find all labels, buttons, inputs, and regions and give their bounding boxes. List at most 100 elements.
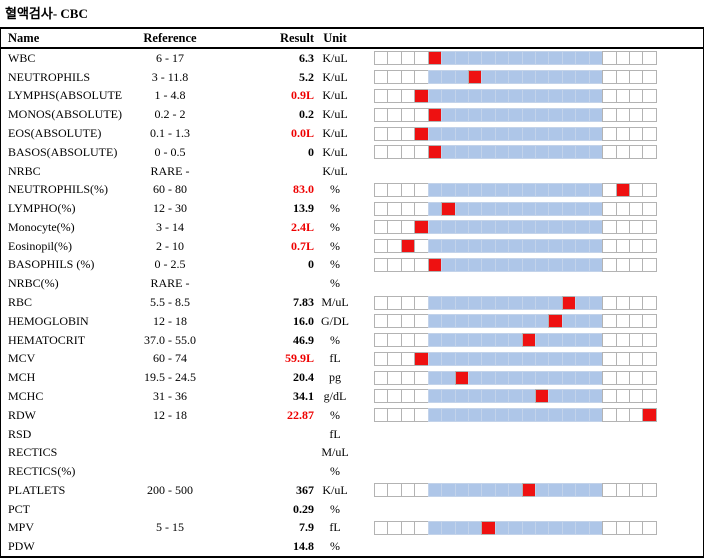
range-cell-normal	[548, 257, 563, 272]
range-cell-normal	[548, 88, 563, 103]
range-cell-normal	[508, 70, 523, 85]
range-cell-out	[602, 51, 617, 66]
reference-cell: 0 - 0.5	[154, 144, 186, 159]
range-cell-out	[387, 370, 402, 385]
test-name-cell: Monocyte(%)	[8, 219, 75, 234]
unit-cell: K/uL	[322, 482, 348, 497]
range-cell-out	[387, 239, 402, 254]
range-cell-normal	[494, 70, 510, 85]
range-cell-normal	[481, 483, 496, 498]
unit-cell: %	[330, 332, 340, 347]
range-cell-out	[615, 70, 631, 85]
unit-cell: K/uL	[322, 69, 348, 84]
range-cell-out	[629, 201, 644, 216]
range-cell-normal	[588, 201, 604, 216]
range-cell-normal	[467, 408, 483, 423]
range-cell-out	[387, 295, 402, 310]
range-cell-normal	[494, 239, 510, 254]
range-cell-normal	[561, 370, 577, 385]
range-cell-out	[414, 314, 429, 329]
range-cell-normal	[521, 314, 537, 329]
range-cell-normal	[535, 51, 550, 66]
range-cell-normal	[508, 182, 523, 197]
result-marker-cell	[521, 333, 537, 348]
range-cell-out	[642, 88, 657, 103]
range-cell-out	[629, 88, 644, 103]
range-cell-normal	[454, 389, 469, 404]
range-cell-out	[615, 257, 631, 272]
range-cell-normal	[535, 126, 550, 141]
range-cell-out	[374, 520, 389, 535]
range-cell-out	[602, 295, 617, 310]
range-cell-normal	[494, 220, 510, 235]
range-cell-normal	[494, 389, 510, 404]
test-name-cell: LYMPHO(%)	[8, 201, 76, 216]
reference-cell: 200 - 500	[147, 482, 193, 497]
test-name-cell: PCT	[8, 501, 31, 516]
table-row: EOS(ABSOLUTE) 0.1 - 1.3 0.0L K/uL	[1, 124, 703, 143]
unit-cell: fL	[329, 426, 341, 441]
range-cell-out	[602, 107, 617, 122]
unit-cell: K/uL	[322, 126, 348, 141]
range-cell-normal	[494, 201, 510, 216]
range-cell-normal	[535, 314, 550, 329]
range-cell-out	[602, 408, 617, 423]
range-cell-normal	[561, 389, 577, 404]
reference-range-bar	[374, 483, 657, 498]
range-cell-normal	[508, 107, 523, 122]
test-name-cell: MCH	[8, 370, 36, 385]
range-cell-out	[414, 107, 429, 122]
result-marker-cell	[427, 107, 443, 122]
range-cell-out	[374, 351, 389, 366]
range-cell-normal	[467, 370, 483, 385]
test-name-cell: BASOPHILS (%)	[8, 257, 95, 272]
range-cell-normal	[494, 295, 510, 310]
range-cell-out	[615, 201, 631, 216]
page-title: 혈액검사- CBC	[5, 6, 88, 21]
reference-range-bar	[374, 370, 657, 385]
reference-cell: 6 - 17	[156, 50, 184, 65]
range-cell-out	[642, 201, 657, 216]
result-cell: 83.0	[293, 182, 314, 197]
range-cell-normal	[441, 145, 456, 160]
range-cell-out	[400, 107, 416, 122]
range-cell-out	[642, 257, 657, 272]
range-cell-normal	[494, 257, 510, 272]
range-cell-out	[602, 145, 617, 160]
range-cell-normal	[441, 239, 456, 254]
range-cell-normal	[481, 126, 496, 141]
reference-cell: 12 - 18	[153, 407, 187, 422]
range-cell-out	[414, 483, 429, 498]
range-cell-out	[374, 389, 389, 404]
reference-cell: 12 - 18	[153, 313, 187, 328]
range-cell-normal	[508, 483, 523, 498]
range-cell-out	[615, 220, 631, 235]
range-cell-out	[615, 314, 631, 329]
range-cell-normal	[481, 239, 496, 254]
range-cell-out	[387, 51, 402, 66]
range-cell-out	[629, 70, 644, 85]
test-name-cell: HEMOGLOBIN	[8, 313, 89, 328]
range-cell-normal	[548, 70, 563, 85]
result-cell: 0.2	[299, 107, 314, 122]
range-cell-normal	[427, 295, 443, 310]
table-header-row: Name Reference Result Unit	[1, 29, 703, 49]
range-cell-normal	[494, 107, 510, 122]
table-row: RECTICS(%)%	[1, 462, 703, 481]
table-row: PDW 14.8%	[1, 537, 703, 556]
range-cell-normal	[441, 257, 456, 272]
test-name-cell: NRBC	[8, 163, 41, 178]
range-cell-normal	[548, 239, 563, 254]
range-cell-out	[374, 182, 389, 197]
range-cell-normal	[467, 182, 483, 197]
range-cell-normal	[481, 70, 496, 85]
range-cell-normal	[427, 70, 443, 85]
range-cell-out	[414, 408, 429, 423]
test-name-cell: RECTICS	[8, 445, 58, 460]
range-cell-normal	[481, 295, 496, 310]
range-cell-out	[629, 257, 644, 272]
range-cell-out	[629, 483, 644, 498]
range-cell-normal	[521, 182, 537, 197]
test-name-cell: MCHC	[8, 388, 44, 403]
range-cell-out	[400, 351, 416, 366]
